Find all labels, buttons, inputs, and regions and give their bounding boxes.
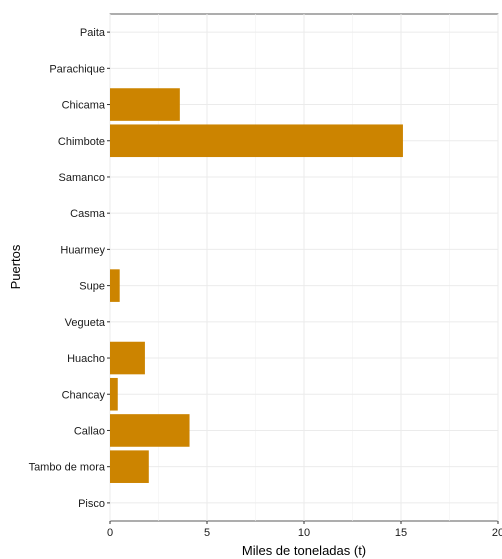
bar (110, 414, 190, 447)
bar (110, 124, 403, 158)
y-tick-label: Tambo de mora (29, 462, 106, 474)
y-tick-label: Callao (74, 425, 105, 437)
x-tick-label: 15 (395, 527, 407, 539)
y-tick-label: Huarmey (60, 244, 105, 256)
y-tick-label: Casma (70, 208, 106, 220)
y-tick-label: Chancay (62, 389, 106, 401)
y-tick-label: Parachique (49, 63, 105, 75)
y-tick-label: Pisco (78, 498, 105, 510)
y-tick-label: Supe (79, 281, 105, 293)
y-axis-title: Puertos (8, 244, 23, 289)
y-tick-label: Chimbote (58, 136, 105, 148)
x-axis-ticks: 0 5 10 15 20 (107, 521, 502, 539)
bar (110, 269, 120, 302)
y-tick-label: Chicama (62, 100, 106, 112)
y-tick-label: Vegueta (65, 317, 106, 329)
bar (110, 341, 145, 375)
x-tick-label: 0 (107, 527, 113, 539)
bar (110, 450, 149, 483)
y-tick-label: Paita (80, 27, 106, 39)
bar (110, 377, 118, 411)
x-axis-title: Miles de toneladas (t) (242, 543, 366, 558)
x-tick-label: 10 (298, 527, 310, 539)
y-tick-label: Huacho (67, 353, 105, 365)
x-tick-label: 20 (492, 527, 502, 539)
bar (110, 88, 180, 121)
bars (110, 88, 403, 483)
y-tick-label: Samanco (59, 172, 105, 184)
y-axis-ticks: Paita Parachique Chicama Chimbote Samanco Cas… (29, 27, 110, 510)
x-tick-label: 5 (204, 527, 210, 539)
